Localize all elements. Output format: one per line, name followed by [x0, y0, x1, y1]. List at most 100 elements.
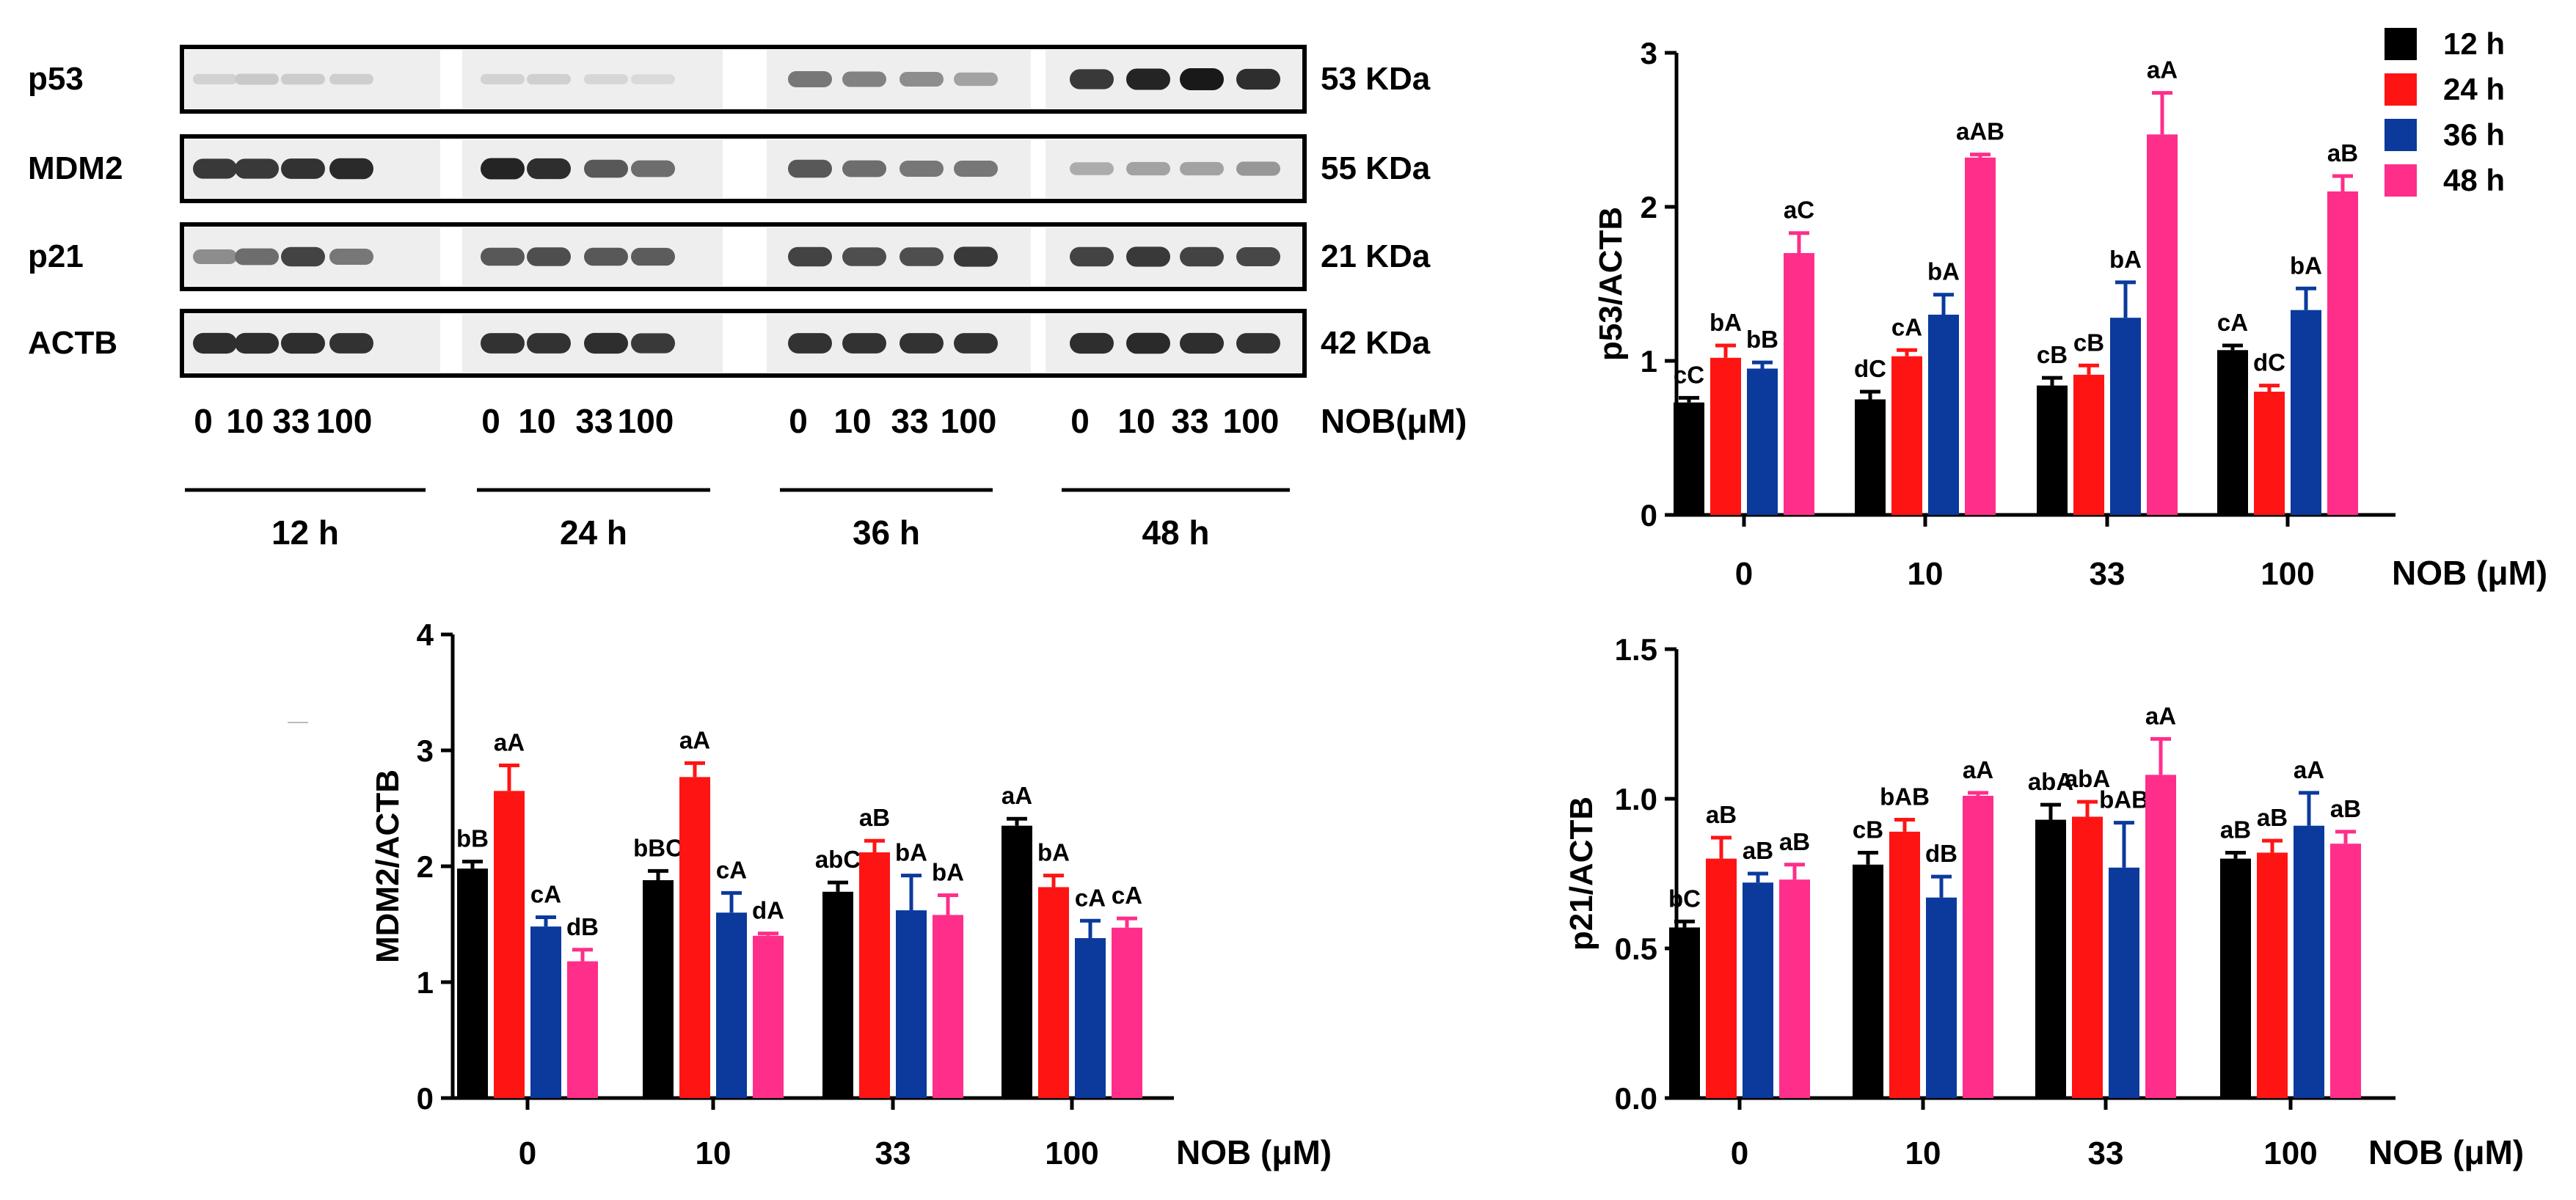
- bar-p21-12h: [2220, 858, 2251, 1098]
- blot-band: [631, 333, 675, 354]
- dose-label: 33: [891, 402, 928, 440]
- blot-band: [900, 247, 944, 266]
- y-tick-label: 4: [417, 618, 434, 652]
- blot-band: [631, 247, 675, 266]
- dose-label: 33: [1171, 402, 1208, 440]
- significance-label: aB: [1706, 801, 1737, 828]
- bar-mdm2-48h: [567, 961, 598, 1098]
- bar-p21-24h: [2257, 852, 2288, 1098]
- bar-p21-12h: [2035, 819, 2066, 1098]
- blot-band: [329, 158, 373, 180]
- significance-label: dB: [566, 913, 599, 940]
- y-axis-title: MDM2/ACTB: [370, 769, 406, 963]
- bar-mdm2-48h: [753, 935, 784, 1098]
- blot-band: [1126, 332, 1170, 354]
- significance-label: abA: [2065, 765, 2110, 792]
- dose-label: 100: [1223, 402, 1280, 440]
- significance-label: aA: [679, 726, 710, 753]
- blot-band: [1070, 332, 1114, 354]
- y-tick-label: 3: [1641, 36, 1657, 70]
- bar-mdm2-36h: [1075, 937, 1106, 1098]
- significance-label: aB: [2327, 139, 2358, 167]
- significance-label: cA: [716, 856, 747, 883]
- protein-size-label: 42 KDa: [1321, 325, 1431, 361]
- dose-label: 10: [1117, 402, 1155, 440]
- blot-band: [842, 160, 886, 178]
- dose-label: 100: [618, 402, 674, 440]
- significance-label: cB: [2073, 329, 2104, 356]
- bar-mdm2-36h: [530, 926, 561, 1098]
- blot-band: [1070, 69, 1114, 89]
- legend-label: 36 h: [2443, 117, 2505, 152]
- blot-band: [842, 247, 886, 266]
- bar-p53-24h: [1891, 356, 1922, 515]
- blot-band: [235, 158, 279, 179]
- blot-band: [193, 332, 237, 354]
- significance-label: aA: [1001, 782, 1032, 809]
- blot-band: [281, 158, 325, 179]
- blot-band: [1180, 68, 1224, 90]
- bar-p53-48h: [1965, 157, 1996, 516]
- blot-row-p53: [180, 45, 1307, 114]
- significance-label: aB: [2257, 804, 2288, 831]
- blot-band: [842, 71, 886, 87]
- dose-label: 100: [316, 402, 373, 440]
- bar-mdm2-24h: [1038, 887, 1069, 1098]
- bar-p21-12h: [1669, 927, 1700, 1098]
- protein-label-actb: ACTB: [28, 325, 117, 361]
- significance-label: aA: [494, 729, 525, 756]
- significance-label: bA: [2109, 246, 2142, 273]
- x-tick-label: 0: [1735, 556, 1753, 592]
- blot-row-actb: [180, 309, 1307, 378]
- significance-label: aA: [2294, 756, 2324, 783]
- legend-label: 24 h: [2443, 72, 2505, 106]
- dose-label: 0: [481, 402, 500, 440]
- y-tick-label: 1.0: [1615, 782, 1657, 816]
- significance-label: bAB: [2099, 786, 2149, 813]
- blot-band: [900, 71, 944, 87]
- significance-label: bA: [1927, 258, 1960, 285]
- protein-label-p53: p53: [28, 61, 84, 97]
- significance-label: bB: [456, 825, 489, 852]
- blot-band: [281, 73, 325, 85]
- blot-band: [1180, 332, 1224, 354]
- blot-band: [584, 74, 628, 84]
- significance-label: dA: [752, 897, 784, 924]
- y-tick-label: 1.5: [1615, 632, 1657, 667]
- y-tick-label: 2: [417, 849, 434, 884]
- bar-p53-24h: [1710, 357, 1741, 515]
- blot-band: [900, 333, 944, 354]
- x-tick-label: 0: [519, 1135, 536, 1171]
- significance-label: cA: [1075, 884, 1106, 911]
- bar-p53-36h: [2291, 310, 2321, 515]
- blot-band: [193, 158, 237, 179]
- blot-band: [235, 248, 279, 266]
- time-group-label: 12 h: [271, 513, 339, 552]
- significance-label: bC: [1668, 885, 1701, 912]
- blot-band: [788, 246, 832, 267]
- y-tick-label: 2: [1641, 190, 1657, 224]
- x-tick-label: 33: [2088, 1135, 2124, 1171]
- dose-label: 10: [226, 402, 263, 440]
- y-tick-label: 0.5: [1615, 932, 1657, 966]
- blot-band: [481, 333, 525, 354]
- significance-label: aA: [2145, 702, 2176, 729]
- legend-swatch: [2385, 73, 2417, 106]
- bar-p21-24h: [1706, 858, 1737, 1098]
- significance-label: abC: [815, 846, 861, 873]
- bar-p53-48h: [2147, 134, 2178, 516]
- blot-band: [527, 73, 571, 85]
- x-tick-label: 100: [1045, 1135, 1098, 1171]
- blot-band: [1126, 68, 1170, 90]
- blot-band: [481, 73, 525, 85]
- x-axis-title: NOB (μM): [2368, 1133, 2524, 1171]
- blot-band: [584, 247, 628, 266]
- blot-band: [1180, 161, 1224, 176]
- y-tick-label: 0: [1641, 498, 1657, 533]
- protein-size-label: 21 KDa: [1321, 238, 1431, 274]
- blot-band: [954, 72, 998, 87]
- bar-mdm2-12h: [1001, 825, 1032, 1098]
- blot-band: [193, 249, 237, 265]
